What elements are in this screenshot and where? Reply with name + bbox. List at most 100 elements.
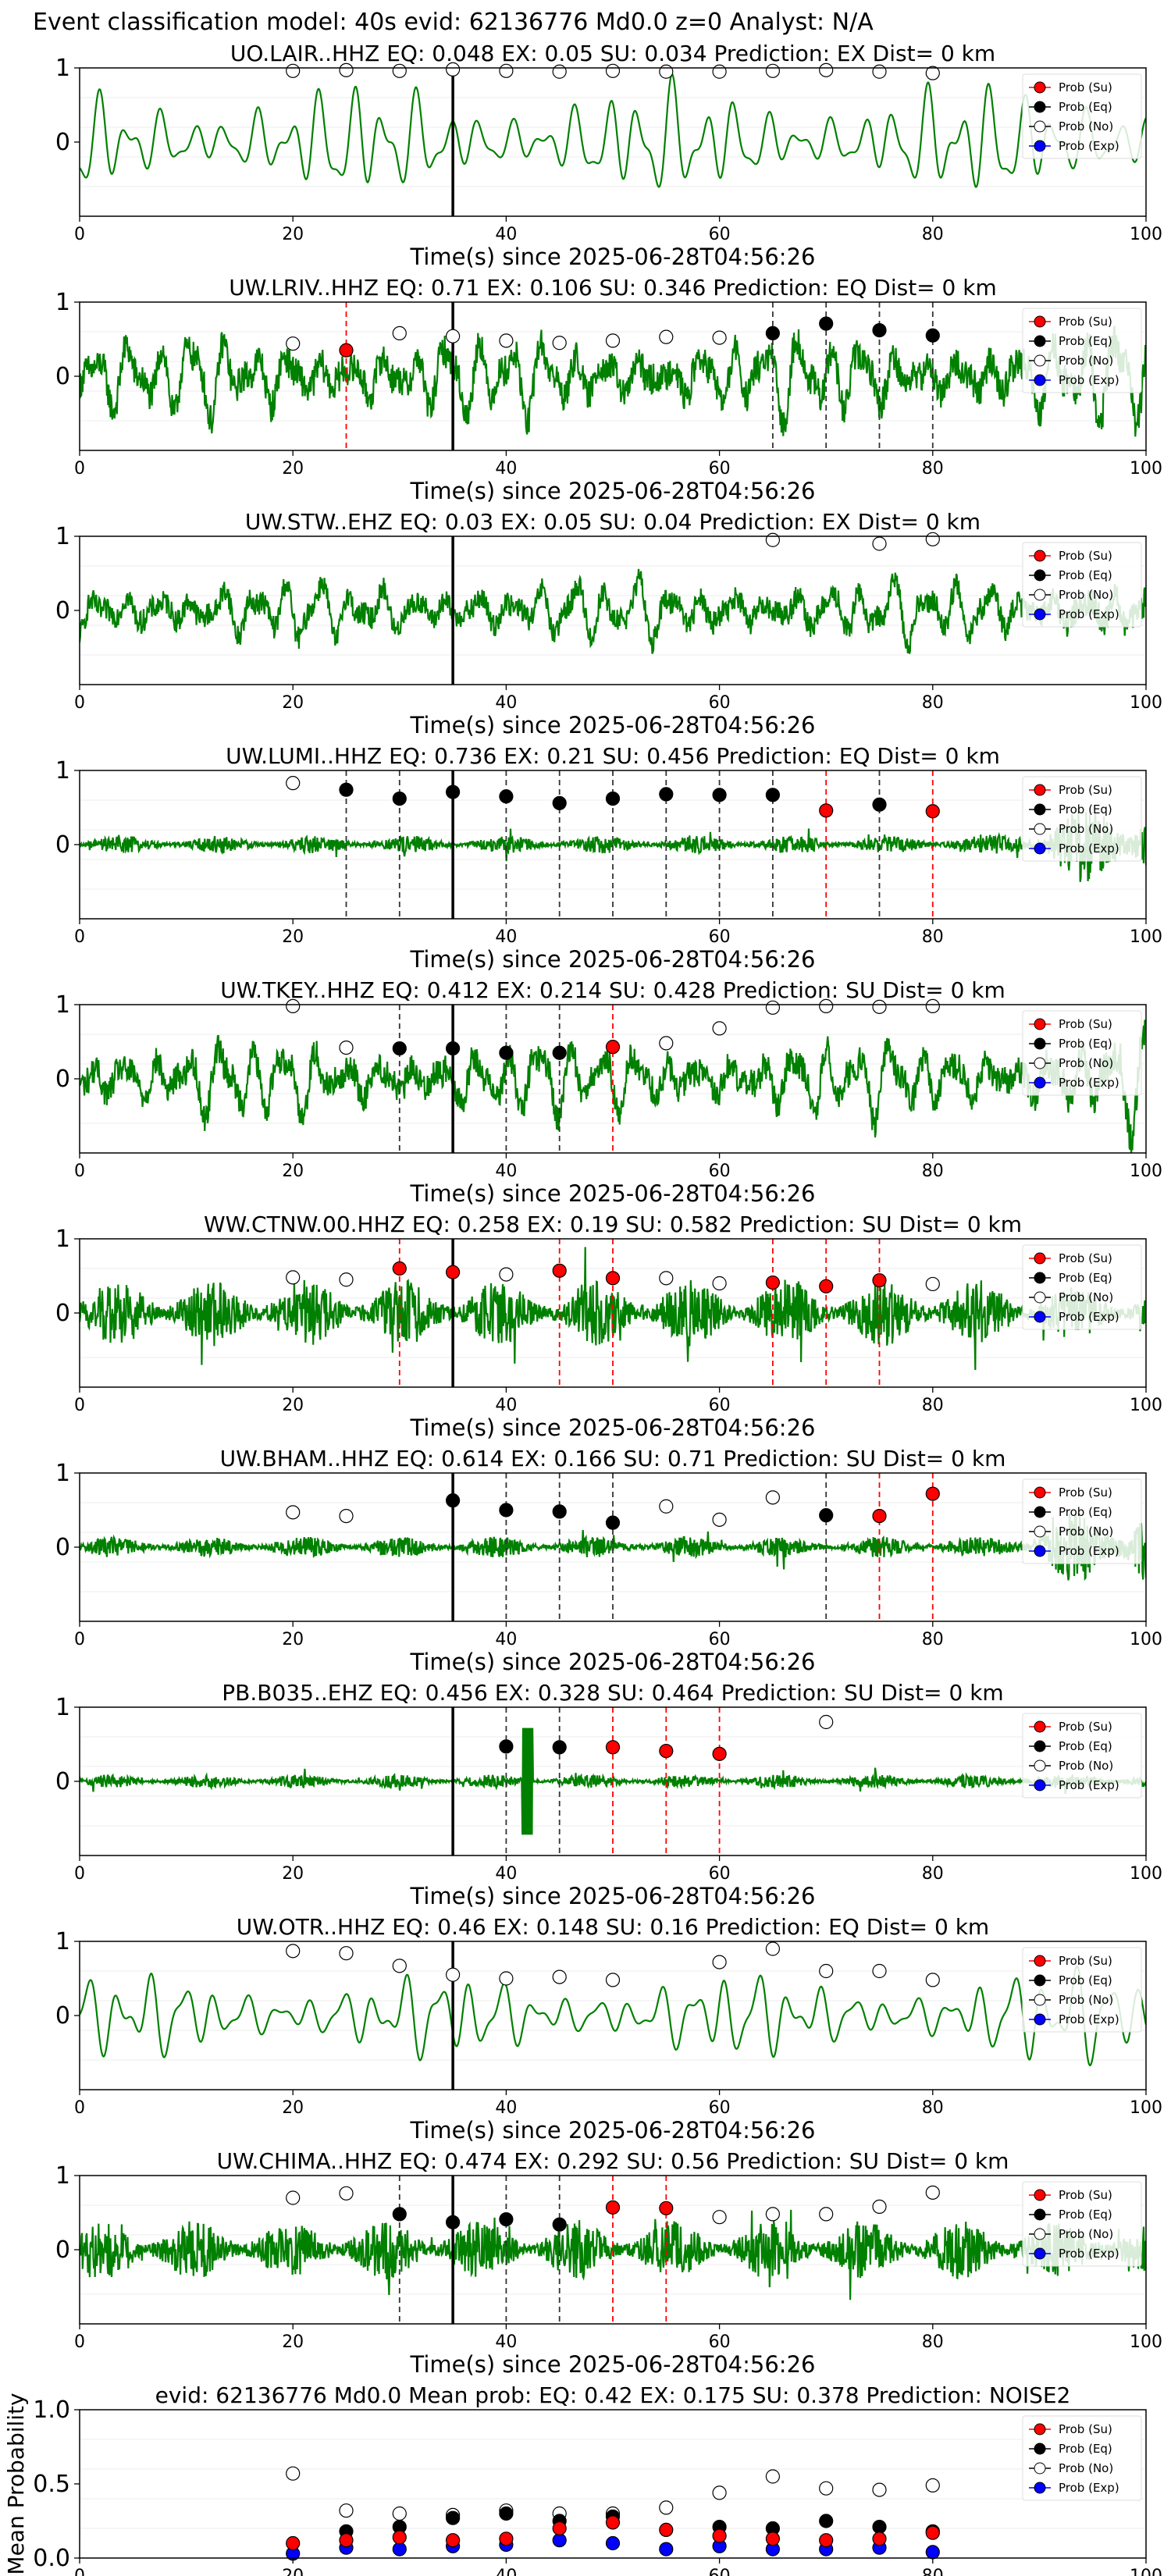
legend-label-3: Prob (Exp) (1059, 1310, 1119, 1324)
no-prob-point-3 (445, 62, 461, 77)
legend-marker-3 (1034, 2013, 1046, 2026)
no-prob-point-11 (872, 64, 887, 79)
eq-prob-point-1 (392, 791, 407, 806)
legend-label-3: Prob (Exp) (1059, 1778, 1119, 1792)
legend-marker-0 (1034, 2189, 1046, 2201)
y-tick-label-0: 0 (55, 831, 70, 859)
no-prob-point-3 (712, 1021, 727, 1036)
figure-title: Event classification model: 40s evid: 62… (33, 9, 874, 36)
panel-9: UW.CHIMA..HHZ EQ: 0.474 EX: 0.292 SU: 0.… (55, 2148, 1162, 2378)
panel-8: UW.OTR..HHZ EQ: 0.46 EX: 0.148 SU: 0.16 … (55, 1914, 1162, 2144)
su-prob-point-3 (445, 2533, 461, 2548)
su-prob-point-0 (286, 2535, 301, 2551)
su-prob-point-1 (659, 1743, 674, 1759)
no-prob-point-12 (925, 2478, 940, 2492)
y-axis-label: Mean Probability (3, 2393, 29, 2574)
panel-title: UW.STW..EHZ EQ: 0.03 EX: 0.05 SU: 0.04 P… (245, 509, 981, 535)
x-tick-label-0: 0 (74, 1864, 85, 1884)
no-prob-point-2 (659, 1499, 674, 1514)
y-tick-label-0: 0 (55, 1066, 70, 1093)
no-prob-point-6 (605, 1973, 621, 1987)
eq-prob-point-3 (499, 2506, 514, 2521)
legend-marker-2 (1034, 2228, 1046, 2240)
legend-marker-3 (1034, 842, 1046, 855)
no-prob-point-7 (712, 330, 727, 345)
no-prob-point-0 (286, 1944, 301, 1959)
x-tick-label-5: 100 (1130, 2098, 1162, 2118)
su-prob-point-2 (392, 2530, 407, 2545)
legend-label-0: Prob (Su) (1059, 549, 1112, 563)
no-prob-point-7 (659, 2500, 674, 2515)
legend-box (1022, 1010, 1142, 1096)
x-tick-label-0: 0 (74, 225, 85, 244)
x-tick-label-5: 100 (1130, 693, 1162, 713)
x-tick-label-1: 20 (282, 1396, 304, 1415)
x-tick-label-3: 60 (709, 1396, 731, 1415)
legend-marker-1 (1034, 2443, 1046, 2455)
legend-label-0: Prob (Su) (1059, 315, 1112, 329)
no-prob-point-0 (286, 2466, 301, 2481)
legend-marker-0 (1034, 1720, 1046, 1733)
x-tick-label-3: 60 (709, 1162, 731, 1181)
x-tick-label-3: 60 (709, 225, 731, 244)
legend-label-3: Prob (Exp) (1059, 373, 1119, 387)
su-prob-point-0 (819, 803, 834, 818)
exp-prob-point-2 (392, 2542, 407, 2556)
legend-label-0: Prob (Su) (1059, 1017, 1112, 1031)
eq-prob-point-0 (765, 326, 781, 340)
waveform-trace (80, 73, 1146, 189)
y-tick-label-0: 0 (55, 2002, 70, 2030)
legend-marker-1 (1034, 1272, 1046, 1284)
no-prob-point-8 (765, 1941, 781, 1956)
x-axis-label: Time(s) since 2025-06-28T04:56:26 (410, 946, 816, 973)
x-tick-label-3: 60 (709, 927, 731, 947)
legend-box (1022, 776, 1142, 862)
x-tick-label-4: 80 (922, 693, 944, 713)
no-prob-point-3 (765, 2207, 781, 2222)
y-tick-label-1: 1 (55, 1694, 70, 1721)
x-tick-label-3: 60 (709, 2332, 731, 2352)
y-tick-label-1: 0.5 (33, 2471, 70, 2498)
legend-marker-3 (1034, 2247, 1046, 2260)
no-prob-point-1 (339, 1946, 354, 1961)
legend-marker-0 (1034, 1018, 1046, 1030)
x-tick-label-0: 0 (74, 1162, 85, 1181)
x-tick-label-4: 80 (922, 1630, 944, 1649)
legend-marker-0 (1034, 2423, 1046, 2435)
panel-5: WW.CTNW.00.HHZ EQ: 0.258 EX: 0.19 SU: 0.… (55, 1212, 1162, 1441)
eq-prob-point-3 (605, 1515, 621, 1530)
legend-marker-2 (1034, 1994, 1046, 2006)
no-prob-point-8 (712, 2485, 727, 2500)
panel-7: PB.B035..EHZ EQ: 0.456 EX: 0.328 SU: 0.4… (55, 1680, 1162, 1909)
eq-prob-point-1 (499, 1503, 514, 1517)
legend-marker-3 (1034, 608, 1046, 621)
legend-label-1: Prob (Eq) (1059, 100, 1112, 114)
legend-marker-1 (1034, 101, 1046, 113)
y-tick-label-1: 1 (55, 1226, 70, 1253)
su-prob-point-0 (392, 1261, 407, 1276)
su-prob-point-0 (339, 343, 354, 358)
legend-label-2: Prob (No) (1059, 2461, 1113, 2475)
no-prob-point-5 (819, 998, 834, 1014)
eq-prob-point-2 (445, 785, 461, 799)
su-prob-point-1 (339, 2533, 354, 2548)
legend-box (1022, 542, 1142, 628)
panel-title: UW.TKEY..HHZ EQ: 0.412 EX: 0.214 SU: 0.4… (220, 977, 1005, 1003)
y-tick-label-2: 1.0 (33, 2396, 70, 2424)
no-prob-point-5 (925, 1276, 940, 1292)
su-prob-point-0 (872, 1508, 887, 1524)
waveform-trace (80, 325, 1146, 437)
no-prob-point-5 (552, 1969, 567, 1984)
su-prob-point-5 (552, 2521, 567, 2536)
legend-label-0: Prob (Su) (1059, 1954, 1112, 1968)
eq-prob-point-3 (552, 1045, 567, 1060)
no-prob-point-2 (445, 329, 461, 343)
x-tick-label-2: 40 (495, 1162, 517, 1181)
su-prob-point-2 (552, 1263, 567, 1278)
su-prob-point-0 (605, 1040, 621, 1055)
legend-label-0: Prob (Su) (1059, 1485, 1112, 1500)
legend-marker-3 (1034, 2482, 1046, 2494)
x-tick-label-5: 100 (1130, 2567, 1162, 2576)
x-tick-label-5: 100 (1130, 927, 1162, 947)
su-prob-point-6 (605, 2515, 621, 2530)
